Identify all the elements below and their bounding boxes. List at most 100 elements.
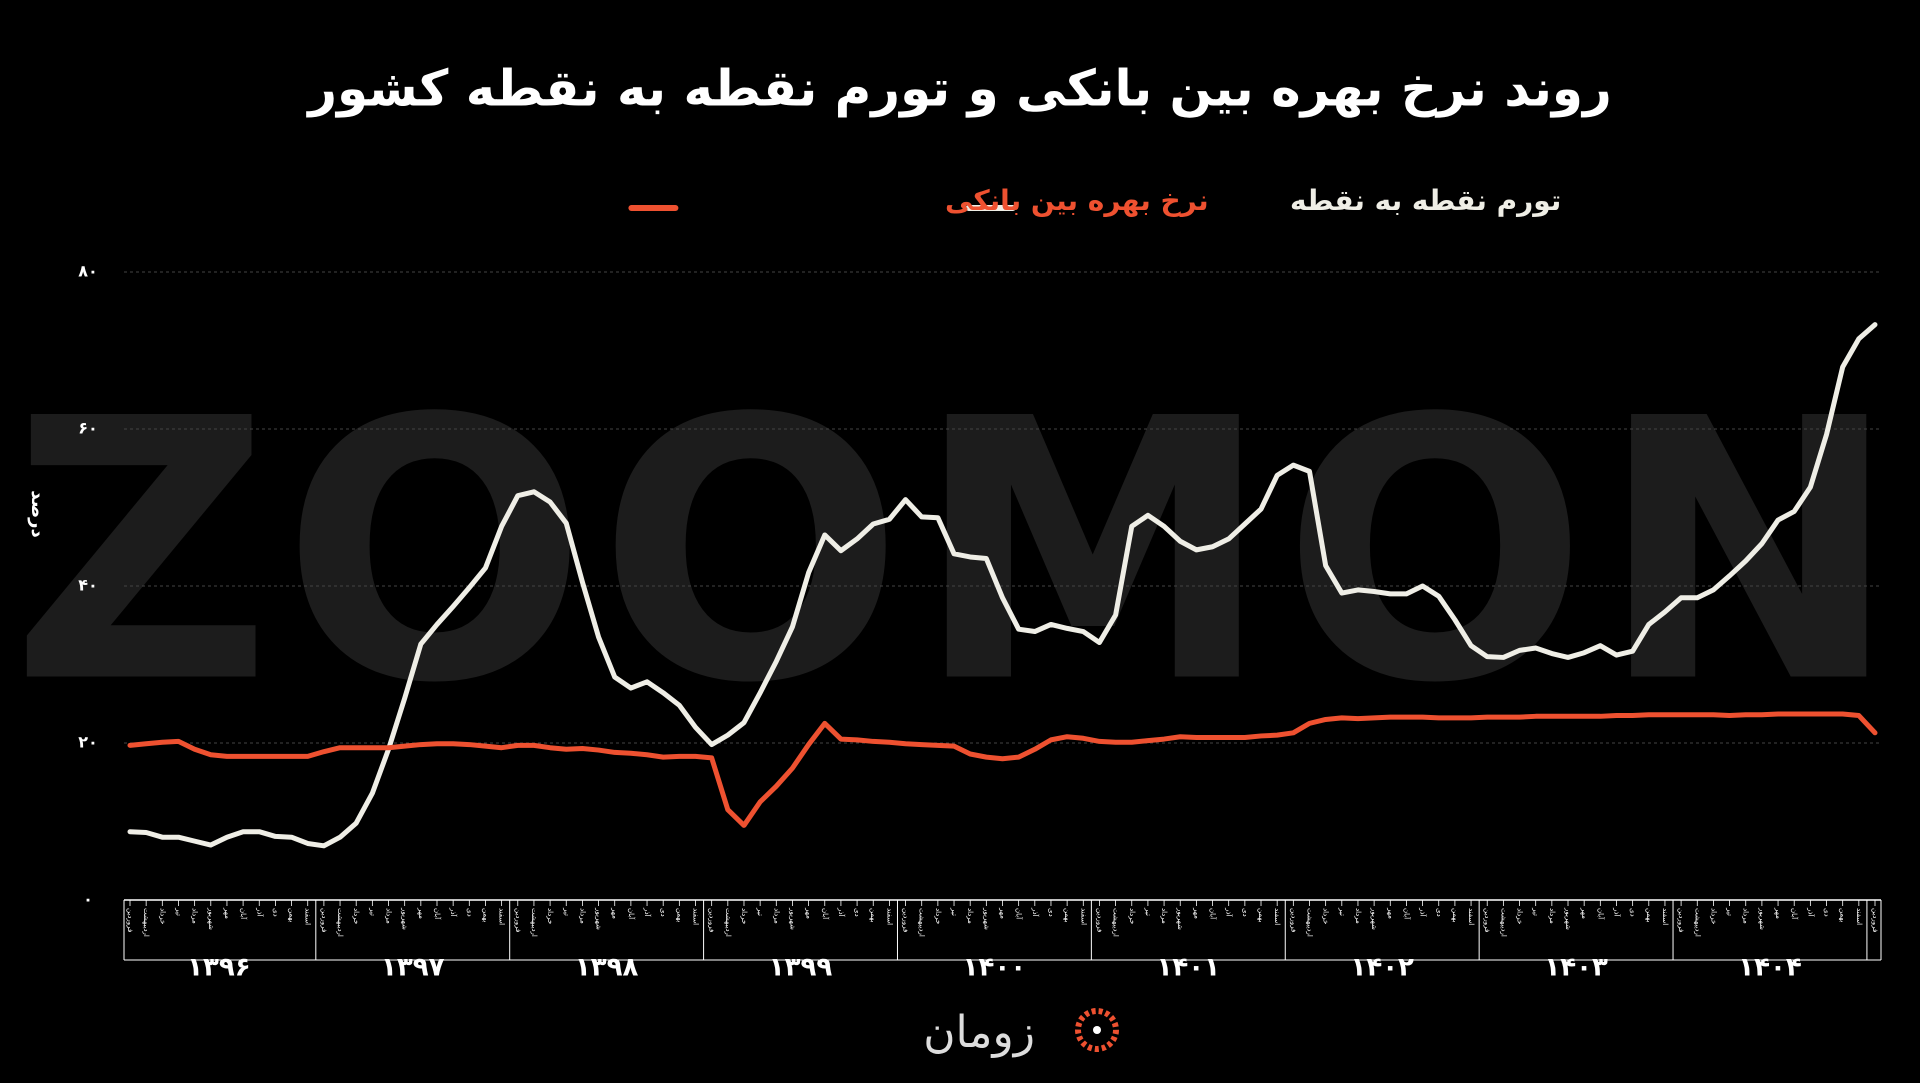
x-tick-label: شهریور — [982, 907, 990, 930]
x-tick-label: مهر — [1386, 907, 1394, 919]
x-tick-label: فروردین — [514, 908, 522, 932]
x-tick-label: اردیبهشت — [142, 908, 150, 937]
x-tick-label: مرداد — [1354, 908, 1362, 924]
x-tick-label: اسفند — [498, 908, 506, 925]
x-tick-label: مرداد — [966, 908, 974, 924]
x-tick-label: اسفند — [692, 908, 700, 925]
x-tick-label: آبان — [1790, 908, 1799, 920]
x-tick-label: آذر — [1806, 907, 1815, 917]
x-tick-label: بهمن — [1257, 908, 1265, 923]
x-tick-label: تیر — [1144, 907, 1152, 916]
x-tick-label: آذر — [837, 907, 846, 917]
x-tick-label: اسفند — [1079, 908, 1087, 925]
year-label: ۱۴۰۱ — [1157, 953, 1220, 983]
x-tick-label: آبان — [239, 908, 248, 920]
x-tick-label: مهر — [417, 907, 425, 919]
x-tick-label: بهمن — [869, 908, 877, 923]
watermark: ZOOMON — [11, 342, 1910, 761]
y-tick-label: ۶۰ — [78, 419, 98, 438]
x-tick-label: بهمن — [675, 908, 683, 923]
legend-label: نرخ بهره بین بانکی — [945, 184, 1209, 217]
x-tick-label: شهریور — [595, 907, 603, 930]
x-tick-label: اردیبهشت — [1305, 908, 1313, 937]
x-tick-label: اردیبهشت — [724, 908, 732, 937]
x-tick-label: فروردین — [1483, 908, 1491, 932]
y-tick-label: ۴۰ — [78, 576, 98, 595]
x-tick-label: مهر — [805, 907, 813, 919]
x-tick-label: دی — [853, 908, 861, 917]
x-tick-label: مهر — [1192, 907, 1200, 919]
x-tick-label: اردیبهشت — [918, 908, 926, 937]
x-tick-label: آذر — [255, 907, 264, 917]
x-tick-label: تیر — [756, 907, 764, 916]
x-tick-label: اردیبهشت — [530, 908, 538, 937]
x-tick-label: خرداد — [158, 908, 166, 924]
x-tick-label: بهمن — [1645, 908, 1653, 923]
y-tick-label: ۰ — [83, 890, 93, 909]
x-tick-label: شهریور — [1370, 907, 1378, 930]
x-tick-label: آبان — [627, 908, 636, 920]
x-tick-label: تیر — [1726, 907, 1734, 916]
x-tick-label: خرداد — [352, 908, 360, 924]
x-tick-label: تیر — [1532, 907, 1540, 916]
x-tick-label: مرداد — [578, 908, 586, 924]
x-tick-label: آبان — [1015, 908, 1024, 920]
x-tick-label: مهر — [999, 907, 1007, 919]
x-tick-label: فروردین — [320, 908, 328, 932]
brand-icon — [1075, 1008, 1119, 1052]
x-tick-label: مرداد — [1160, 908, 1168, 924]
x-tick-label: خرداد — [1128, 908, 1136, 924]
x-tick-label: شهریور — [1564, 907, 1572, 930]
series-line — [127, 711, 1878, 828]
x-tick-label: خرداد — [1709, 908, 1717, 924]
x-tick-label: خرداد — [1516, 908, 1524, 924]
series-line — [127, 322, 1878, 849]
x-tick-label: فروردین — [902, 908, 910, 932]
x-tick-label: مرداد — [772, 908, 780, 924]
x-tick-label: تیر — [174, 907, 182, 916]
x-tick-label: مرداد — [191, 908, 199, 924]
x-tick-label: آبان — [1209, 908, 1218, 920]
x-tick-label: آذر — [643, 907, 652, 917]
x-tick-label: آبان — [433, 908, 442, 920]
x-tick-label: اردیبهشت — [336, 908, 344, 937]
x-tick-label: آذر — [1225, 907, 1234, 917]
legend-label: تورم نقطه به نقطه — [1290, 184, 1561, 217]
x-tick-label: فروردین — [1095, 908, 1103, 932]
x-tick-label: دی — [1047, 908, 1055, 917]
x-tick-label: دی — [1435, 908, 1443, 917]
y-axis-label: درصد — [27, 490, 48, 537]
brand: زومان — [923, 1007, 1035, 1058]
x-tick-label: بهمن — [1063, 908, 1071, 923]
x-tick-label: اسفند — [1467, 908, 1475, 925]
x-tick-label: تیر — [368, 907, 376, 916]
x-tick-label: شهریور — [788, 907, 796, 930]
x-tick-label: شهریور — [1758, 907, 1766, 930]
x-tick-label: فروردین — [126, 908, 134, 932]
x-tick-label: بهمن — [288, 908, 296, 923]
x-tick-label: بهمن — [1839, 908, 1847, 923]
x-tick-label: آذر — [449, 907, 458, 917]
x-tick-label: دی — [659, 908, 667, 917]
year-label: ۱۴۰۴ — [1738, 953, 1801, 983]
x-tick-label: دی — [1241, 908, 1249, 917]
x-tick-label: مهر — [1580, 907, 1588, 919]
x-tick-label: خرداد — [546, 908, 554, 924]
x-tick-label: شهریور — [401, 907, 409, 930]
x-tick-label: آذر — [1612, 907, 1621, 917]
x-tick-label: تیر — [562, 907, 570, 916]
x-tick-label: شهریور — [207, 907, 215, 930]
year-label: ۱۳۹۶ — [187, 953, 250, 983]
x-tick-label: آبان — [821, 908, 830, 920]
x-tick-label: آبان — [1402, 908, 1411, 920]
x-tick-label: خرداد — [740, 908, 748, 924]
x-tick-label: آذر — [1031, 907, 1040, 917]
year-label: ۱۴۰۰ — [963, 953, 1026, 983]
x-tick-label: مهر — [1774, 907, 1782, 919]
x-tick-label: مهر — [611, 907, 619, 919]
year-label: ۱۴۰۲ — [1350, 953, 1414, 983]
x-tick-label: بهمن — [1451, 908, 1459, 923]
year-label: ۱۳۹۸ — [575, 953, 639, 983]
x-tick-label: اسفند — [1855, 908, 1863, 925]
x-tick-label: اردیبهشت — [1499, 908, 1507, 937]
